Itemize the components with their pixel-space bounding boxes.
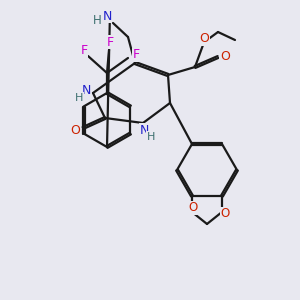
Text: F: F [80,44,88,58]
Text: F: F [106,35,114,49]
Text: H: H [93,14,101,28]
Text: N: N [81,85,91,98]
Text: O: O [220,208,230,220]
Text: O: O [70,124,80,136]
Text: N: N [102,10,112,22]
Text: O: O [199,32,209,46]
Text: H: H [75,93,83,103]
Text: O: O [188,202,198,214]
Text: H: H [147,132,155,142]
Text: O: O [220,50,230,62]
Text: N: N [139,124,149,136]
Text: F: F [132,49,140,62]
